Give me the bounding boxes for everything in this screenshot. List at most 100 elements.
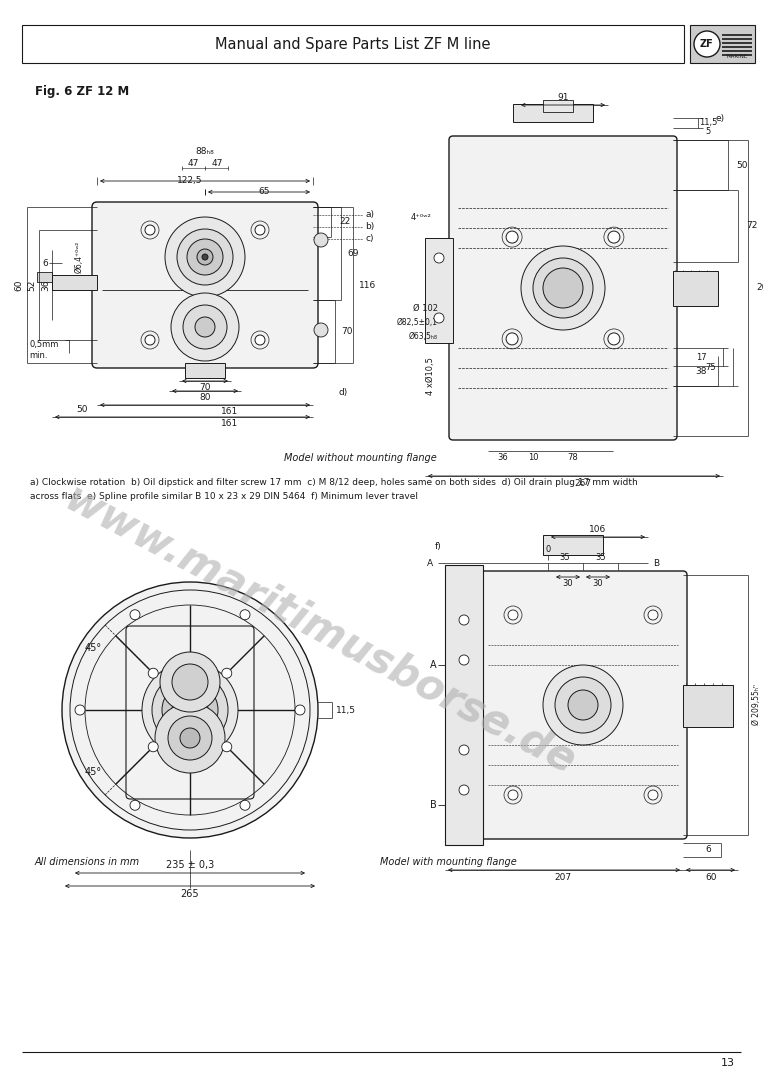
Text: f): f) (435, 542, 442, 552)
Circle shape (533, 258, 593, 318)
Circle shape (145, 335, 155, 345)
Circle shape (165, 217, 245, 297)
Text: 265: 265 (181, 889, 199, 899)
Circle shape (172, 692, 208, 728)
Text: 5: 5 (705, 127, 710, 136)
Text: 80: 80 (199, 393, 211, 403)
Text: 60: 60 (14, 280, 24, 291)
Circle shape (222, 669, 232, 678)
Text: a) Clockwise rotation  b) Oil dipstick and filter screw 17 mm  c) M 8/12 deep, h: a) Clockwise rotation b) Oil dipstick an… (30, 478, 638, 487)
Text: Ø 209,55ₕⁿ: Ø 209,55ₕⁿ (752, 685, 761, 726)
Circle shape (508, 610, 518, 620)
Circle shape (240, 610, 250, 620)
Circle shape (75, 705, 85, 715)
Circle shape (182, 702, 198, 718)
Text: 122,5: 122,5 (177, 176, 203, 186)
Circle shape (222, 742, 232, 752)
Bar (673, 271, 718, 306)
Text: 45°: 45° (85, 767, 102, 777)
Circle shape (521, 246, 605, 330)
Circle shape (180, 728, 200, 748)
Text: d): d) (338, 389, 348, 397)
Circle shape (314, 233, 328, 247)
Circle shape (171, 293, 239, 361)
Circle shape (130, 800, 140, 810)
Circle shape (187, 239, 223, 275)
Circle shape (314, 323, 328, 337)
Circle shape (255, 335, 265, 345)
Text: Ø 102: Ø 102 (413, 303, 438, 312)
Text: 70: 70 (199, 383, 211, 392)
Text: min.: min. (29, 351, 47, 360)
Text: 38: 38 (695, 366, 707, 376)
Text: 267: 267 (575, 478, 591, 487)
Text: 72: 72 (746, 221, 758, 230)
Bar (185, 363, 225, 378)
Text: 69: 69 (347, 248, 359, 257)
Circle shape (240, 800, 250, 810)
Text: 10: 10 (528, 454, 538, 462)
Circle shape (148, 742, 158, 752)
Text: Ø82,5±0,1: Ø82,5±0,1 (397, 318, 438, 326)
Text: 36: 36 (41, 280, 50, 291)
Bar (513, 104, 593, 122)
Text: 65: 65 (258, 188, 270, 197)
Circle shape (295, 705, 305, 715)
Text: 235 ± 0,3: 235 ± 0,3 (166, 860, 214, 870)
Text: 161: 161 (221, 407, 239, 417)
Text: 11,5: 11,5 (699, 118, 717, 126)
Text: 50: 50 (736, 161, 748, 170)
Text: 4 xØ10,5: 4 xØ10,5 (426, 357, 435, 395)
Text: 91: 91 (557, 94, 568, 103)
Circle shape (648, 789, 658, 800)
Text: Ø63,5ₕ₈: Ø63,5ₕ₈ (409, 332, 438, 340)
Text: B: B (430, 800, 436, 810)
Text: B: B (653, 558, 659, 567)
Circle shape (608, 333, 620, 345)
Circle shape (162, 681, 218, 738)
Text: 35: 35 (560, 553, 570, 562)
Text: 0: 0 (546, 545, 551, 554)
Text: 161: 161 (221, 419, 239, 429)
Text: 52: 52 (27, 280, 37, 291)
Circle shape (168, 716, 212, 760)
Text: A: A (430, 660, 436, 670)
Text: 116: 116 (359, 281, 376, 289)
Circle shape (459, 785, 469, 795)
Text: 17: 17 (696, 352, 707, 362)
Text: Model with mounting flange: Model with mounting flange (380, 858, 517, 867)
Text: 207: 207 (555, 874, 571, 882)
Circle shape (255, 225, 265, 235)
Circle shape (568, 690, 598, 720)
Circle shape (172, 664, 208, 700)
Text: b): b) (365, 222, 374, 231)
Circle shape (202, 254, 208, 260)
FancyBboxPatch shape (92, 202, 318, 368)
Text: Fig. 6 ZF 12 M: Fig. 6 ZF 12 M (35, 85, 129, 98)
Text: 50: 50 (76, 405, 88, 415)
Text: 22: 22 (339, 217, 350, 227)
Circle shape (459, 615, 469, 625)
Text: c): c) (365, 234, 374, 243)
Circle shape (130, 610, 140, 620)
Bar (445, 565, 483, 845)
Text: 36: 36 (497, 454, 508, 462)
Circle shape (195, 318, 215, 337)
Circle shape (543, 268, 583, 308)
Text: 35: 35 (596, 553, 607, 562)
Bar (543, 100, 573, 112)
Circle shape (197, 249, 213, 265)
Circle shape (160, 652, 220, 712)
Circle shape (434, 313, 444, 323)
Text: 47: 47 (211, 159, 223, 167)
Circle shape (459, 745, 469, 755)
Text: www.maritimusborse.de: www.maritimusborse.de (57, 477, 583, 783)
Text: 70: 70 (341, 326, 353, 336)
Text: 106: 106 (589, 525, 607, 534)
Text: 208: 208 (756, 283, 763, 293)
FancyBboxPatch shape (479, 571, 687, 839)
Circle shape (459, 654, 469, 665)
Text: 45°: 45° (85, 643, 102, 653)
Text: A: A (427, 558, 433, 567)
Circle shape (648, 610, 658, 620)
